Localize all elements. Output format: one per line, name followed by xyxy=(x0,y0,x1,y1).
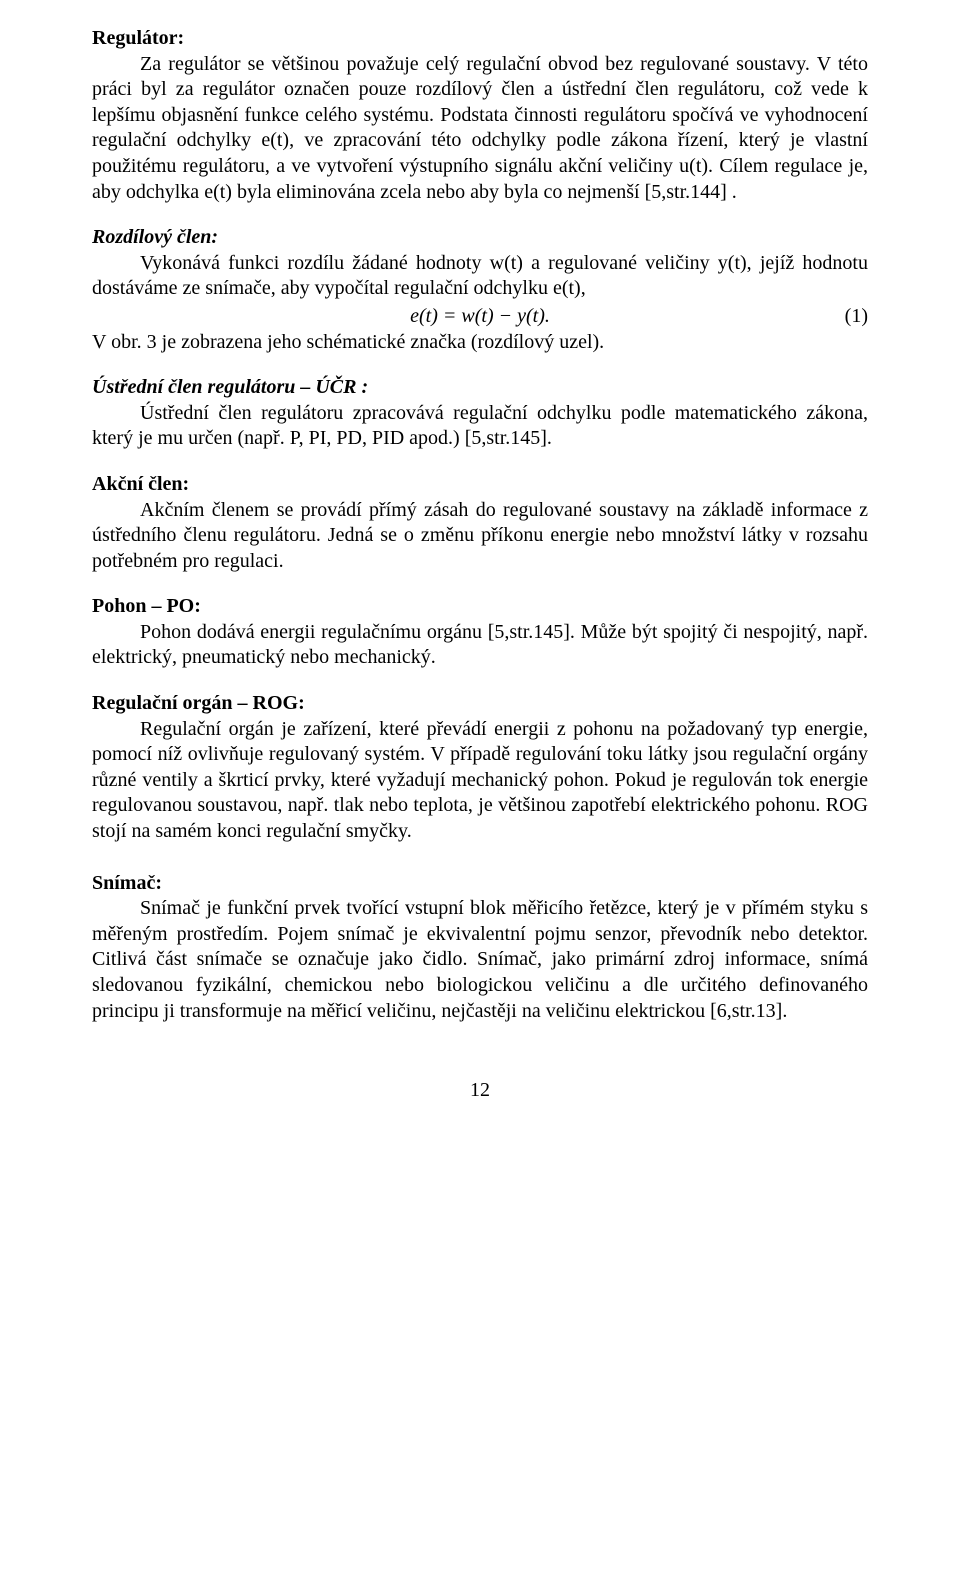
body-snimac: Snímač je funkční prvek tvořící vstupní … xyxy=(92,896,868,1024)
body-pohon: Pohon dodává energii regulačnímu orgánu … xyxy=(92,620,868,671)
body-rog: Regulační orgán je zařízení, které převá… xyxy=(92,717,868,845)
heading-rozdilovy: Rozdílový člen: xyxy=(92,225,868,251)
equation-text: e(t) = w(t) − y(t). xyxy=(140,304,820,330)
section-rog: Regulační orgán – ROG: Regulační orgán j… xyxy=(92,691,868,845)
section-regulator: Regulátor: Za regulátor se většinou pova… xyxy=(92,26,868,205)
equation-number: (1) xyxy=(820,304,868,330)
page-number: 12 xyxy=(92,1078,868,1104)
section-rozdilovy: Rozdílový člen: Vykonává funkci rozdílu … xyxy=(92,225,868,355)
body-rozdilovy-1: Vykonává funkci rozdílu žádané hodnoty w… xyxy=(92,251,868,302)
spacer xyxy=(92,205,868,225)
spacer xyxy=(92,671,868,691)
heading-akcni: Akční člen: xyxy=(92,472,868,498)
heading-rog-line: Regulační orgán – ROG: xyxy=(92,691,868,717)
spacer xyxy=(92,355,868,375)
section-snimac: Snímač: Snímač je funkční prvek tvořící … xyxy=(92,871,868,1025)
spacer xyxy=(92,845,868,865)
heading-snimac: Snímač: xyxy=(92,871,868,897)
spacer xyxy=(92,574,868,594)
body-rozdilovy-2: V obr. 3 je zobrazena jeho schématické z… xyxy=(92,330,868,356)
section-ucr: Ústřední člen regulátoru – ÚČR : Ústředn… xyxy=(92,375,868,452)
heading-ucr: Ústřední člen regulátoru – ÚČR : xyxy=(92,376,368,398)
body-regulator: Za regulátor se většinou považuje celý r… xyxy=(92,52,868,206)
spacer xyxy=(92,452,868,472)
heading-rog: Regulační orgán – ROG: xyxy=(92,692,305,714)
body-akcni: Akčním členem se provádí přímý zásah do … xyxy=(92,498,868,575)
heading-regulator: Regulátor: xyxy=(92,26,868,52)
equation-line: e(t) = w(t) − y(t). (1) xyxy=(92,304,868,330)
body-ucr: Ústřední člen regulátoru zpracovává regu… xyxy=(92,401,868,452)
section-pohon: Pohon – PO: Pohon dodává energii regulač… xyxy=(92,594,868,671)
heading-ucr-line: Ústřední člen regulátoru – ÚČR : xyxy=(92,375,868,401)
section-akcni: Akční člen: Akčním členem se provádí pří… xyxy=(92,472,868,574)
heading-pohon: Pohon – PO: xyxy=(92,594,868,620)
